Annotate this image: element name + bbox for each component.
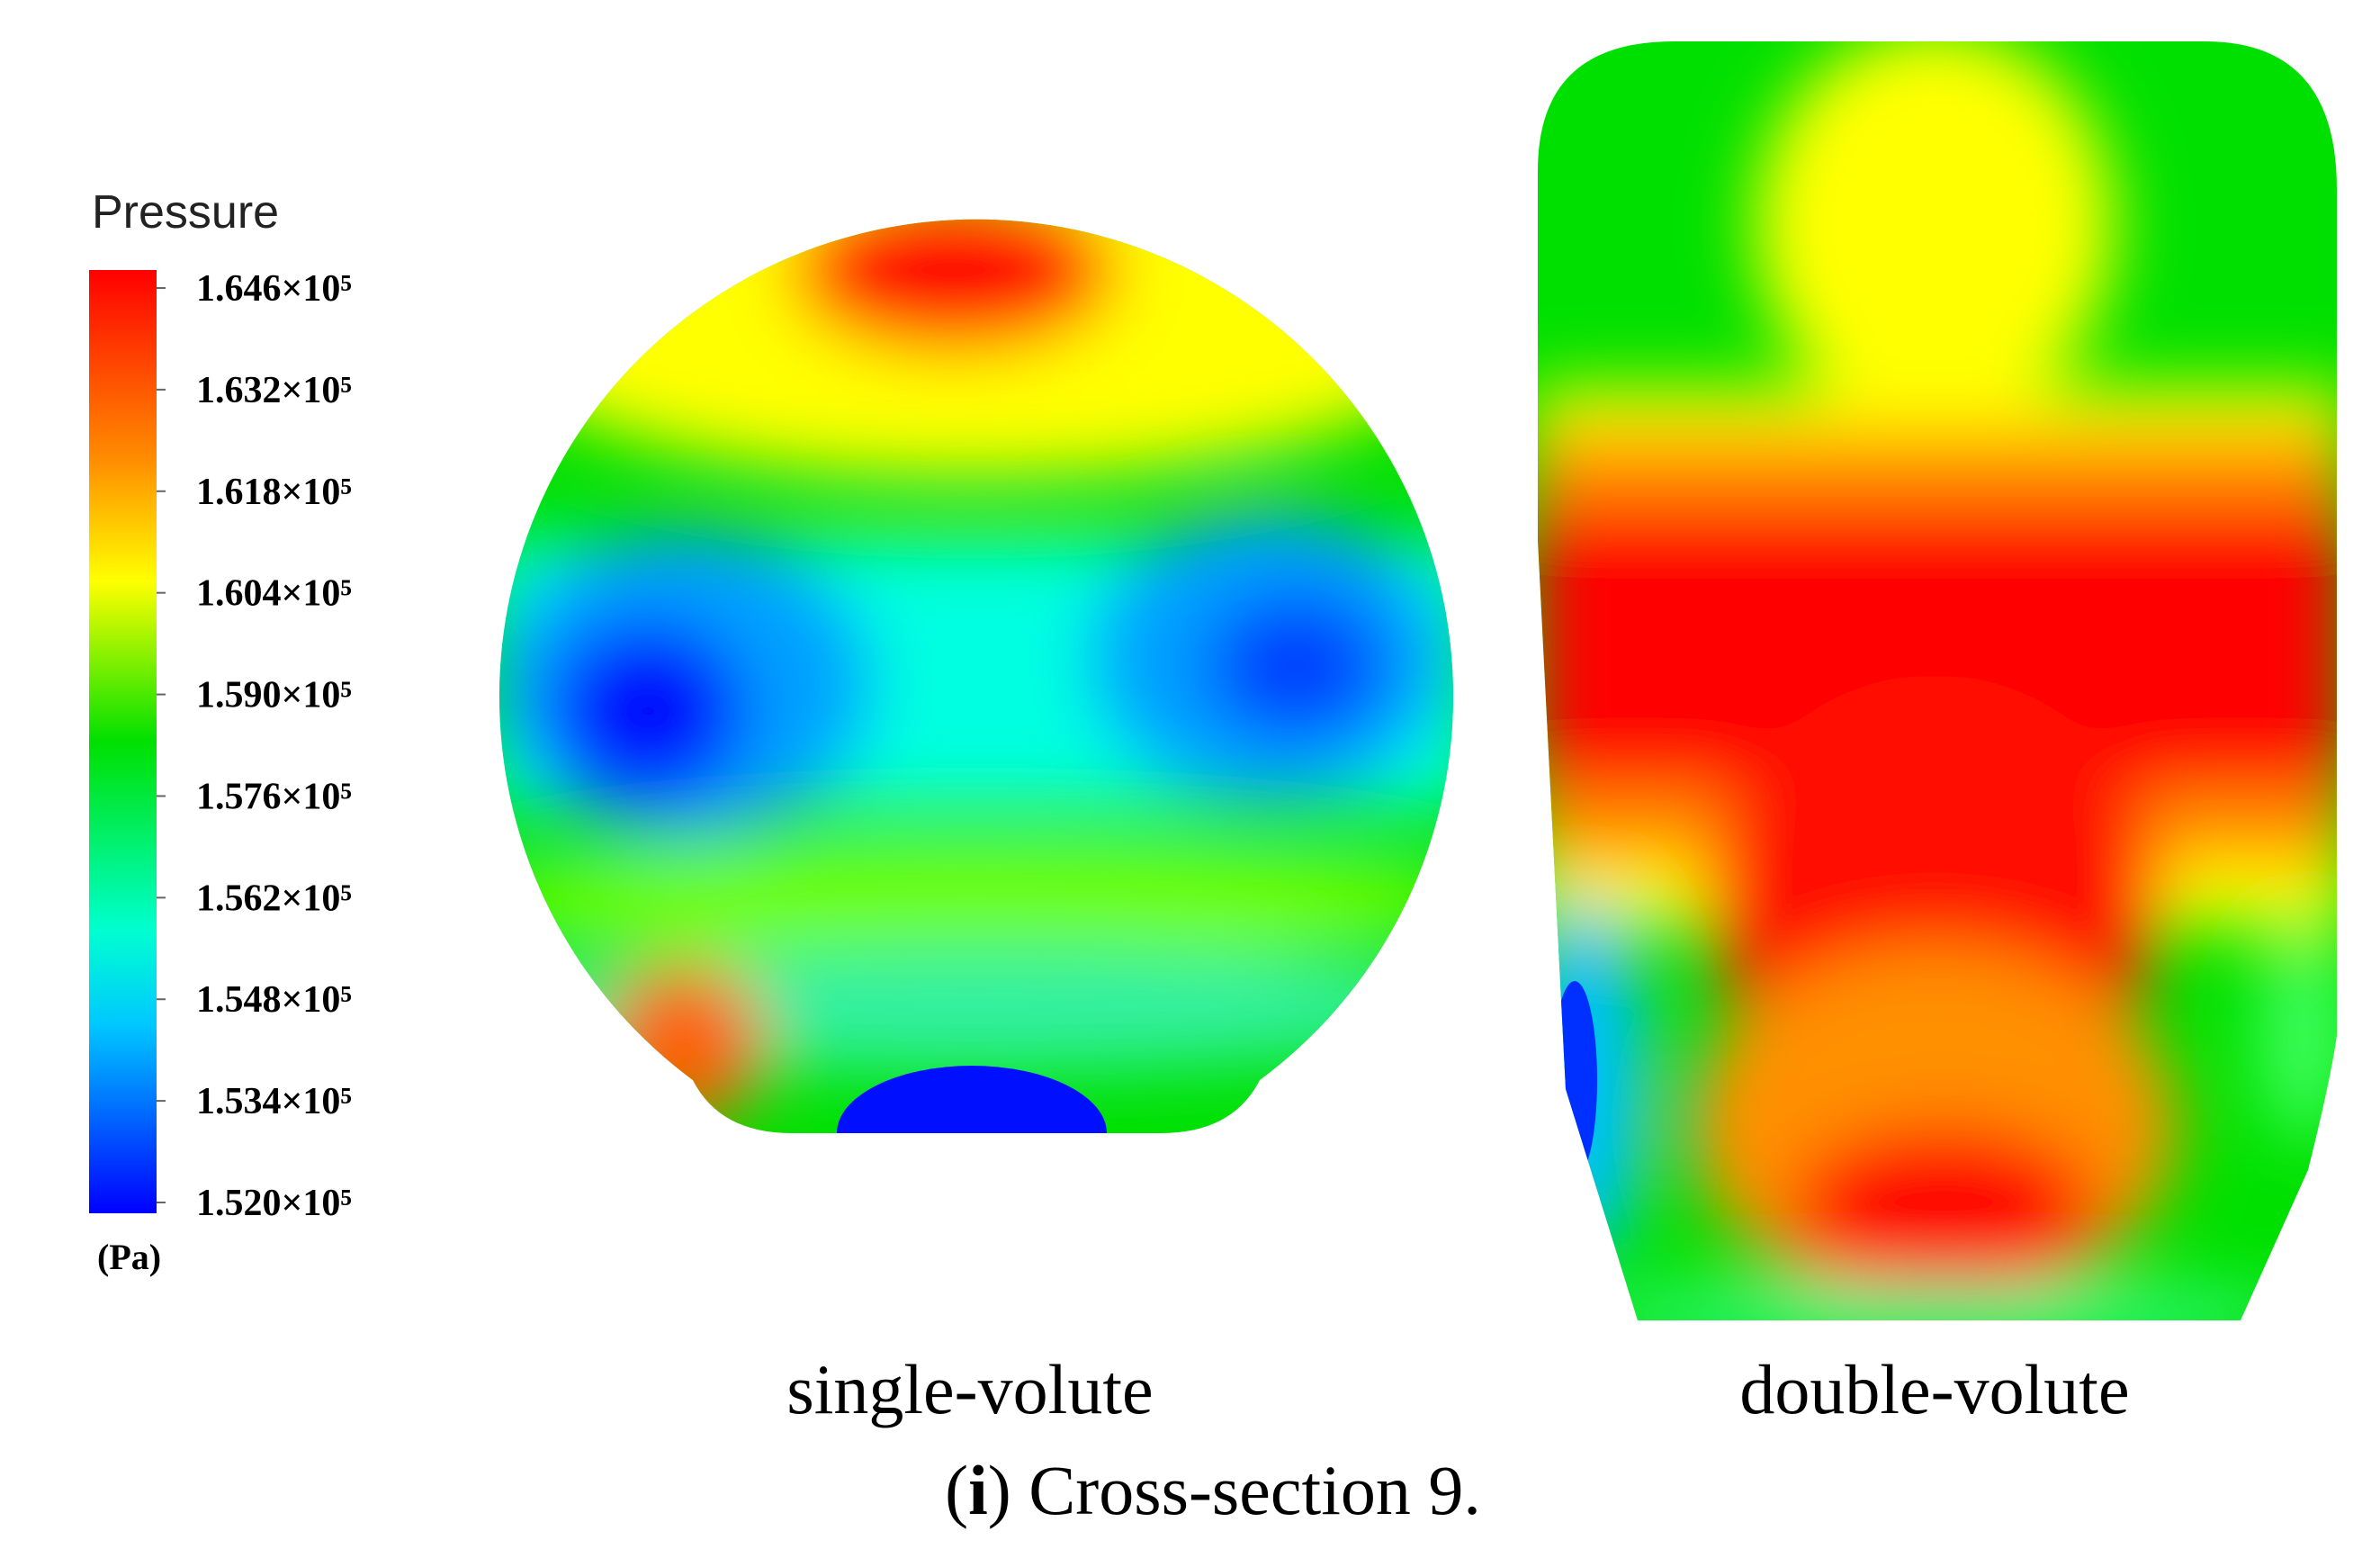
colorbar-tick-label: 1.520×10⁵ (196, 1183, 352, 1224)
colorbar-ticks: 1.646×10⁵ 1.632×10⁵ 1.618×10⁵ 1.604×10⁵ 1.59… (157, 268, 352, 1224)
colorbar-tick-label: 1.632×10⁵ (196, 370, 352, 411)
colorbar-tick-label: 1.534×10⁵ (196, 1081, 352, 1122)
colorbar (89, 270, 157, 1213)
panel-label: single-volute (786, 1350, 1153, 1428)
single-volute-field (499, 219, 1454, 1134)
panel-label: double-volute (1739, 1350, 2129, 1428)
double-volute-field (1538, 41, 2337, 1320)
caption-part: ( (945, 1451, 968, 1529)
colorbar-tick-label: 1.618×10⁵ (196, 472, 352, 513)
colorbar-tick-label: 1.548×10⁵ (196, 979, 352, 1021)
caption-part: ) Cross-section 9. (988, 1451, 1481, 1529)
legend-title: Pressure (92, 186, 279, 239)
caption-part: i (968, 1451, 988, 1529)
colorbar-tick-label: 1.646×10⁵ (196, 268, 352, 310)
colorbar-tick-label: 1.576×10⁵ (196, 776, 352, 817)
colorbar-tick-label: 1.590×10⁵ (196, 675, 352, 716)
legend-unit: (Pa) (97, 1237, 161, 1277)
colorbar-tick-label: 1.562×10⁵ (196, 878, 352, 919)
caption: (i) Cross-section 9. (945, 1451, 1481, 1529)
colorbar-tick-label: 1.604×10⁵ (196, 573, 352, 615)
